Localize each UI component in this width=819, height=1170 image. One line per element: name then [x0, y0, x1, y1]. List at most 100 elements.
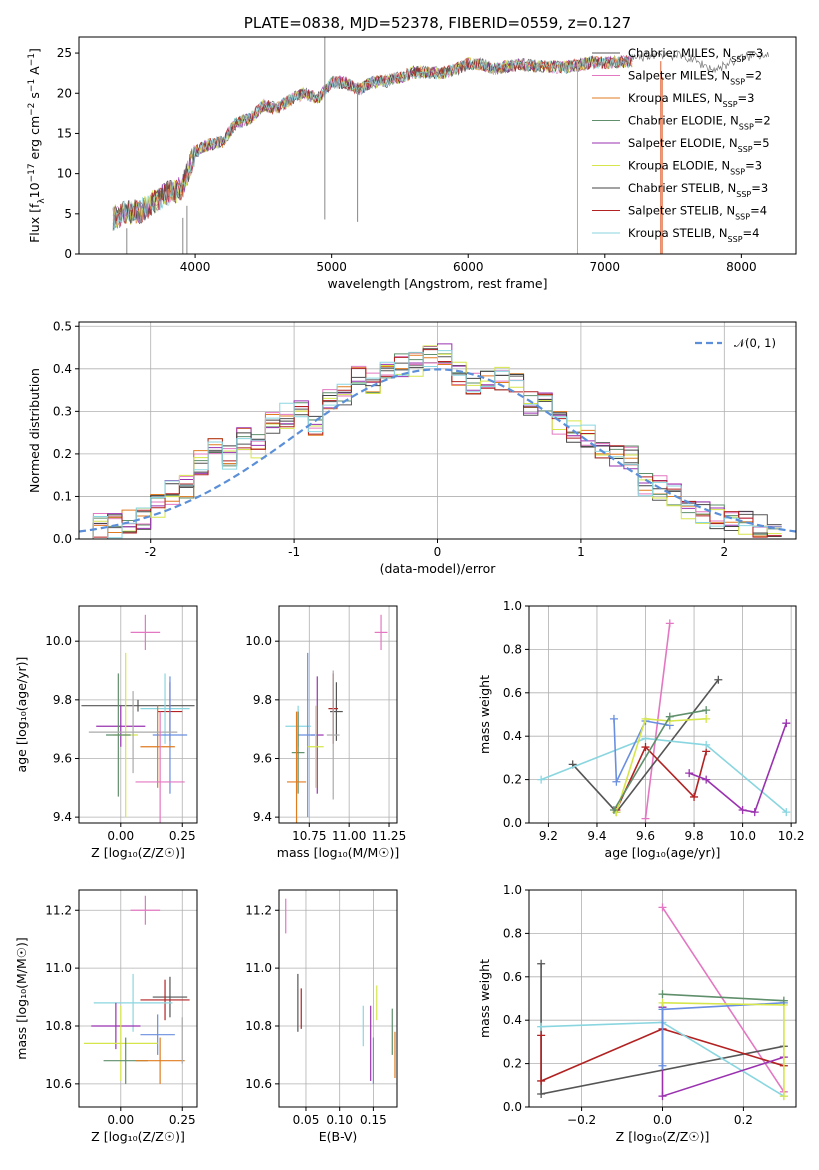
errorbar-point [140, 705, 175, 788]
plot-frame [78, 605, 198, 824]
series-line [540, 1028, 785, 1083]
errorbar-point [152, 676, 188, 794]
series-line [613, 718, 670, 783]
x-axis-label: E(B-V) [319, 1129, 358, 1144]
y-tick-label: 0.8 [503, 642, 522, 656]
x-tick-label: 10.2 [778, 829, 805, 843]
y-tick-label: 11.2 [245, 903, 272, 917]
series-marker [537, 1031, 546, 1040]
x-tick-label: 1 [577, 545, 585, 559]
y-tick-label: 0.1 [53, 489, 72, 503]
errorbar-point [298, 652, 318, 818]
errorbar-point [326, 670, 340, 800]
x-axis-label: Z [log₁₀(Z/Z☉)] [616, 1129, 710, 1144]
x-axis-label: Z [log₁₀(Z/Z☉)] [91, 1129, 185, 1144]
x-tick-label: 10.0 [729, 829, 756, 843]
y-tick-label: 0.2 [53, 447, 72, 461]
errorbar-point [130, 895, 161, 925]
x-tick-label: -2 [145, 545, 157, 559]
y-tick-label: 0.2 [503, 1057, 522, 1071]
errorbar-point [135, 1037, 185, 1084]
x-tick-label: 7000 [590, 260, 621, 274]
errorbar-point [91, 1002, 141, 1050]
series-marker [658, 903, 667, 912]
series-marker [782, 719, 791, 728]
x-tick-label: 10.75 [292, 829, 326, 843]
series-marker [609, 805, 618, 814]
x-tick-label: 5000 [316, 260, 347, 274]
y-tick-label: 0.4 [503, 1013, 522, 1027]
panel-7: −0.2 0.0 0.2 0.0 0.2 0.4 0.6 0.8 1.0 Z [log₁₀(Z/Z… [477, 883, 797, 1144]
y-tick-label: 0.0 [503, 1100, 522, 1114]
y-tick-label: 9.8 [253, 693, 272, 707]
y-tick-label: 0.6 [503, 686, 522, 700]
error-bars [83, 895, 190, 1084]
y-axis-label: mass weight [477, 959, 492, 1038]
y-tick-label: 10.0 [45, 634, 72, 648]
y-tick-label: 9.6 [53, 751, 72, 765]
legend-entry: Kroupa MILES, NSSP=3 [628, 91, 754, 109]
y-tick-label: 10.8 [45, 1019, 72, 1033]
x-tick-label: 0.05 [293, 1113, 320, 1127]
legend-entry: Salpeter ELODIE, NSSP=5 [628, 136, 770, 154]
y-tick-label: 20 [57, 86, 72, 100]
series-line [540, 737, 787, 813]
x-tick-label: 4000 [180, 260, 211, 274]
y-axis-label: mass weight [477, 675, 492, 754]
plot-frame [278, 889, 398, 1108]
x-axis-label: mass [log₁₀(M/M☉)] [277, 845, 399, 860]
series-marker [779, 996, 788, 1005]
errorbar-point [88, 691, 178, 774]
series-marker [690, 792, 699, 801]
x-tick-label: 0.00 [107, 829, 134, 843]
y-tick-label: 10 [57, 167, 72, 181]
errorbar-point [152, 976, 188, 1018]
legend-entry: Chabrier STELIB, NSSP=3 [628, 181, 768, 199]
y-tick-label: 9.8 [53, 693, 72, 707]
y-tick-label: 11.2 [45, 903, 72, 917]
y-tick-label: 0.4 [53, 362, 72, 376]
errorbar-point [96, 705, 146, 747]
spectrum-lines [112, 37, 770, 254]
plot-frame [78, 321, 797, 540]
series-marker [658, 1092, 667, 1101]
series-marker [537, 959, 546, 968]
series-marker [641, 734, 650, 743]
errorbar-point [140, 1014, 175, 1055]
series-lines [537, 903, 788, 1101]
series-marker [612, 777, 621, 786]
y-tick-label: 5 [64, 207, 72, 221]
series-marker [537, 775, 546, 784]
plot-frame [78, 889, 198, 1108]
error-bars [285, 614, 388, 823]
x-tick-label: 0 [434, 545, 442, 559]
y-tick-label: 0.4 [503, 729, 522, 743]
series-line [662, 993, 784, 1002]
y-tick-label: 10.6 [245, 1077, 272, 1091]
legend: Chabrier MILES, NSSP=3 Salpeter MILES, NS… [592, 46, 771, 244]
panel-6: 0.05 0.10 0.15 10.6 10.8 11.0 11.2 E(B-V) [245, 889, 398, 1144]
legend-entry: Salpeter MILES, NSSP=2 [628, 69, 762, 87]
y-tick-label: 0.5 [53, 319, 72, 333]
observed-spectrum-line [631, 50, 770, 74]
histograms [79, 343, 796, 539]
y-tick-label: 1.0 [503, 599, 522, 613]
y-tick-label: 10.6 [45, 1077, 72, 1091]
x-tick-label: 9.8 [685, 829, 704, 843]
y-axis-label: Normed distribution [27, 368, 42, 493]
plot-frame [528, 605, 797, 824]
errorbar-point [140, 979, 190, 1021]
y-tick-label: 9.6 [253, 751, 272, 765]
series-marker [750, 808, 759, 817]
x-tick-label: 9.6 [636, 829, 655, 843]
normal-curve [79, 368, 796, 533]
y-axis-label: mass [log₁₀(M/M☉)] [14, 937, 29, 1059]
x-tick-label: 0.25 [169, 829, 196, 843]
errorbar-point [374, 614, 388, 650]
panel-0: 4000 5000 6000 7000 8000 0 5 10 15 20 25 wavelength… [27, 14, 797, 291]
y-tick-label: 0.2 [503, 773, 522, 787]
x-axis-label: age [log₁₀(age/yr)] [605, 845, 721, 860]
errorbar-point [81, 699, 195, 712]
errorbar-point [83, 1005, 158, 1081]
y-tick-label: 9.4 [253, 810, 272, 824]
